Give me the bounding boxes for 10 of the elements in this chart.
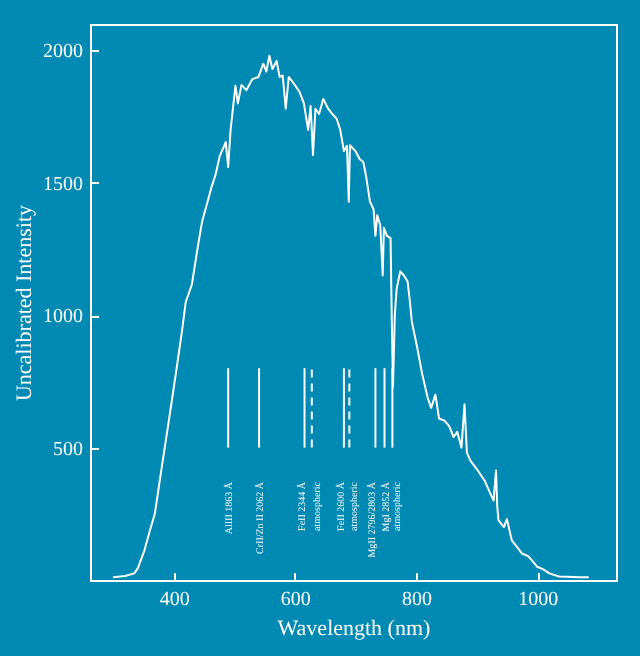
y-tick-label: 1000 — [43, 306, 83, 329]
x-tick-label: 600 — [280, 589, 311, 611]
x-tick-label: 400 — [159, 589, 190, 611]
y-tick-label: 500 — [53, 438, 83, 461]
x-tick-label: 800 — [402, 589, 433, 611]
y-axis-title: Uncalibrated Intensity — [13, 203, 37, 402]
x-axis-title: Wavelength (nm) — [277, 617, 432, 641]
y-tick-label: 1500 — [43, 173, 83, 196]
x-tick-label: 1000 — [518, 589, 559, 611]
y-tick-label: 2000 — [43, 41, 83, 64]
